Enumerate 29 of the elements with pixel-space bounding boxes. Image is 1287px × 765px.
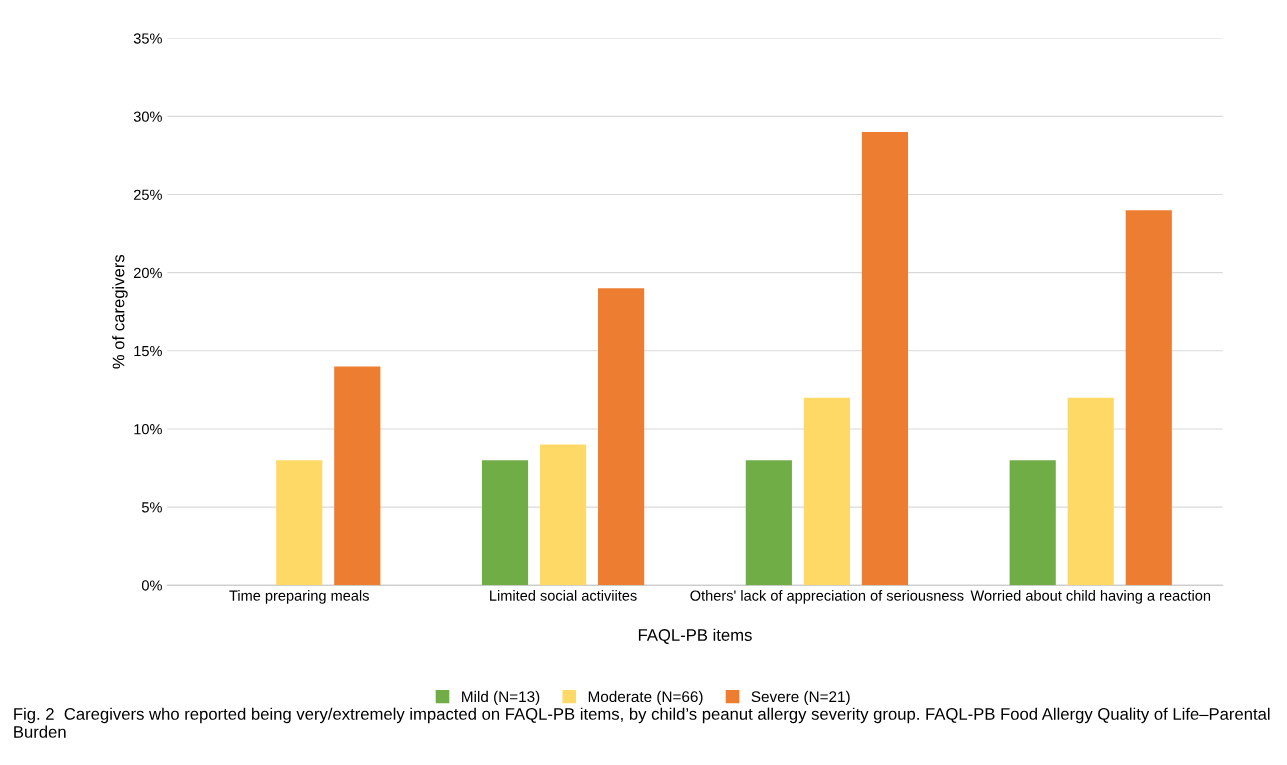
y-tick-label: 35% bbox=[133, 33, 162, 44]
x-tick-label: Limited social activiites bbox=[490, 590, 637, 601]
y-tick-label: 0% bbox=[141, 580, 162, 591]
y-tick-label: 30% bbox=[133, 111, 162, 122]
bar bbox=[745, 460, 792, 586]
y-tick-label: 10% bbox=[134, 424, 162, 435]
legend-label: Mild (N=13) bbox=[462, 690, 540, 706]
bar bbox=[481, 460, 529, 586]
bar bbox=[1009, 460, 1056, 586]
caption: Fig. 2 Caregivers who reported being very/extremely impacted on FAQL-PB items, by child’s peanut allergy severity group. FAQL-PB Food Allergy Quality of Life–Parental Burden bbox=[14, 707, 1270, 738]
y-tick-label: 5% bbox=[141, 502, 162, 513]
bar bbox=[539, 444, 587, 586]
legend-label: Severe (N=21) bbox=[751, 690, 850, 706]
x-axis-title: FAQL-PB items bbox=[638, 628, 752, 644]
y-tick-label: 15% bbox=[134, 345, 162, 357]
bar bbox=[861, 132, 909, 586]
y-tick-label: 25% bbox=[134, 189, 162, 200]
x-tick-label: Others' lack of appreciation of seriousness bbox=[690, 590, 964, 604]
y-axis-title: % of caregivers bbox=[112, 254, 128, 369]
bar bbox=[598, 288, 645, 586]
x-tick-label: Worried about child having a reaction bbox=[970, 590, 1211, 604]
bar bbox=[803, 397, 850, 586]
legend-label: Moderate (N=66) bbox=[588, 690, 703, 706]
y-tick-label: 20% bbox=[134, 267, 162, 279]
x-tick-label: Time preparing meals bbox=[229, 590, 369, 604]
bar bbox=[334, 366, 381, 586]
bar bbox=[276, 460, 323, 586]
bar bbox=[1125, 210, 1172, 586]
bar bbox=[1067, 397, 1114, 586]
